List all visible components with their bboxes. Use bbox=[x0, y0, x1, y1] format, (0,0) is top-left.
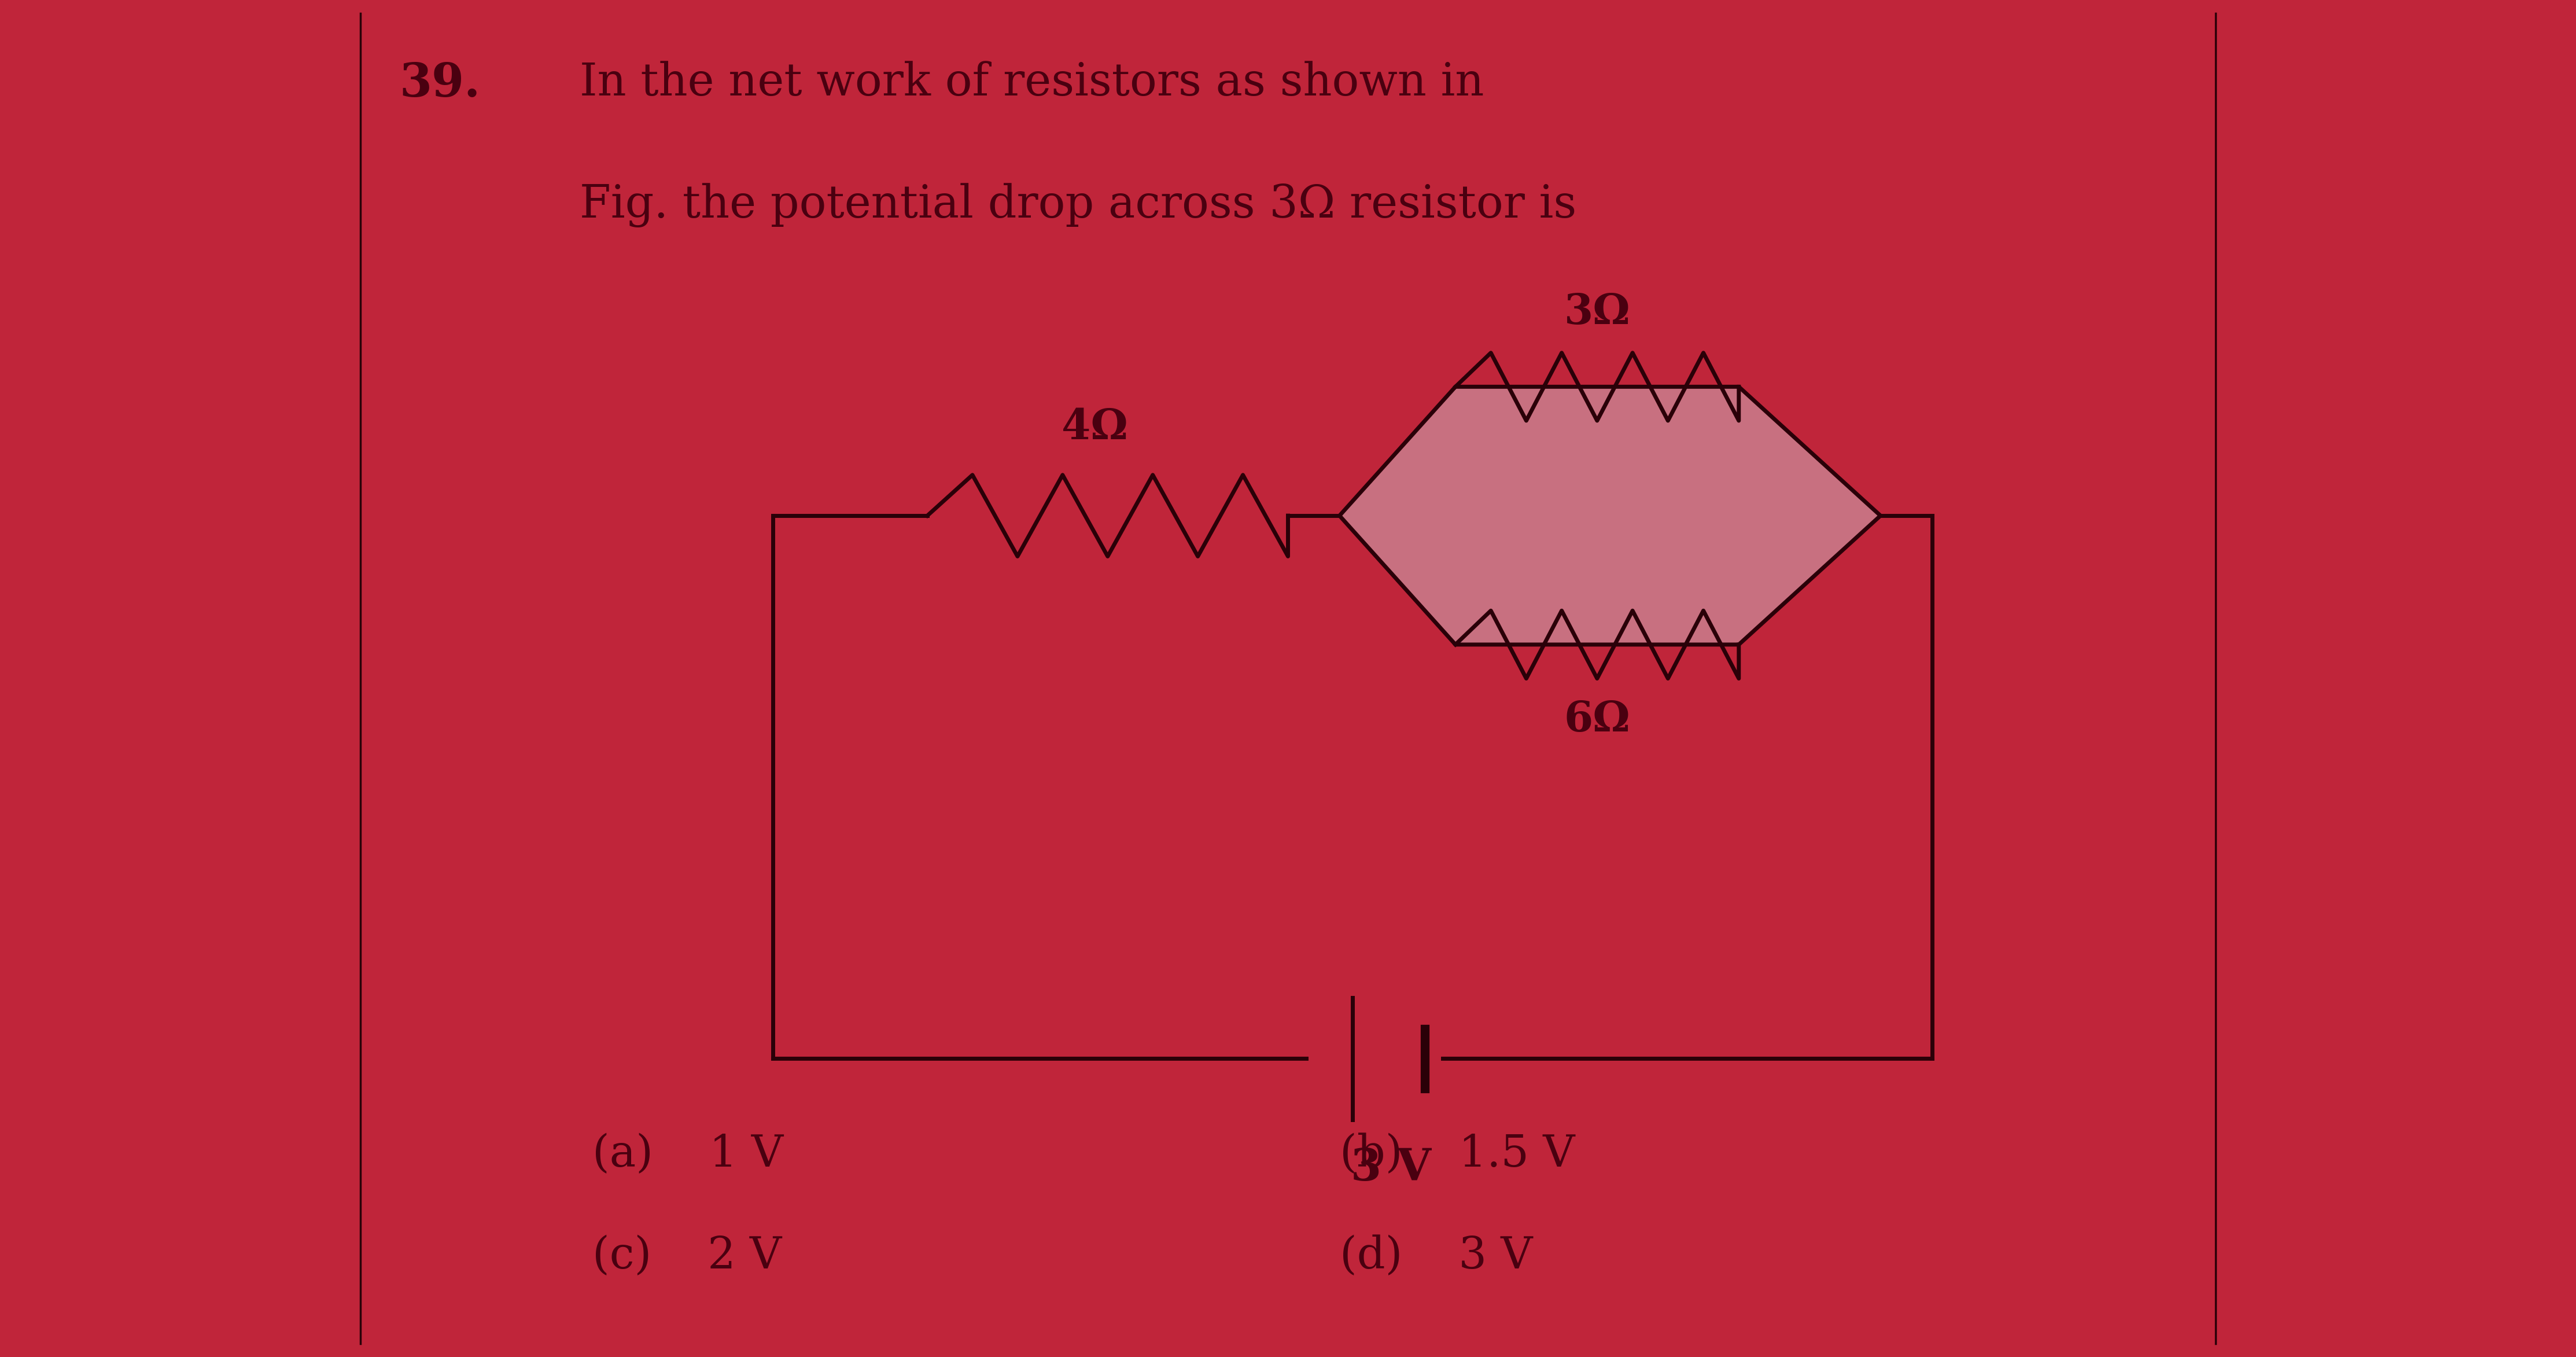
Text: (a)    1 V: (a) 1 V bbox=[592, 1133, 783, 1177]
Text: 39.: 39. bbox=[399, 61, 479, 106]
Text: (b)    1.5 V: (b) 1.5 V bbox=[1340, 1133, 1574, 1177]
Polygon shape bbox=[1340, 387, 1880, 645]
Text: 3 V: 3 V bbox=[1350, 1147, 1432, 1190]
Text: 3Ω: 3Ω bbox=[1564, 292, 1631, 332]
Text: Fig. the potential drop across 3Ω resistor is: Fig. the potential drop across 3Ω resist… bbox=[580, 183, 1577, 228]
Text: 4Ω: 4Ω bbox=[1061, 407, 1128, 448]
Text: (d)    3 V: (d) 3 V bbox=[1340, 1235, 1533, 1278]
Text: (c)    2 V: (c) 2 V bbox=[592, 1235, 781, 1278]
Text: In the net work of resistors as shown in: In the net work of resistors as shown in bbox=[580, 61, 1484, 104]
Text: 6Ω: 6Ω bbox=[1564, 699, 1631, 740]
